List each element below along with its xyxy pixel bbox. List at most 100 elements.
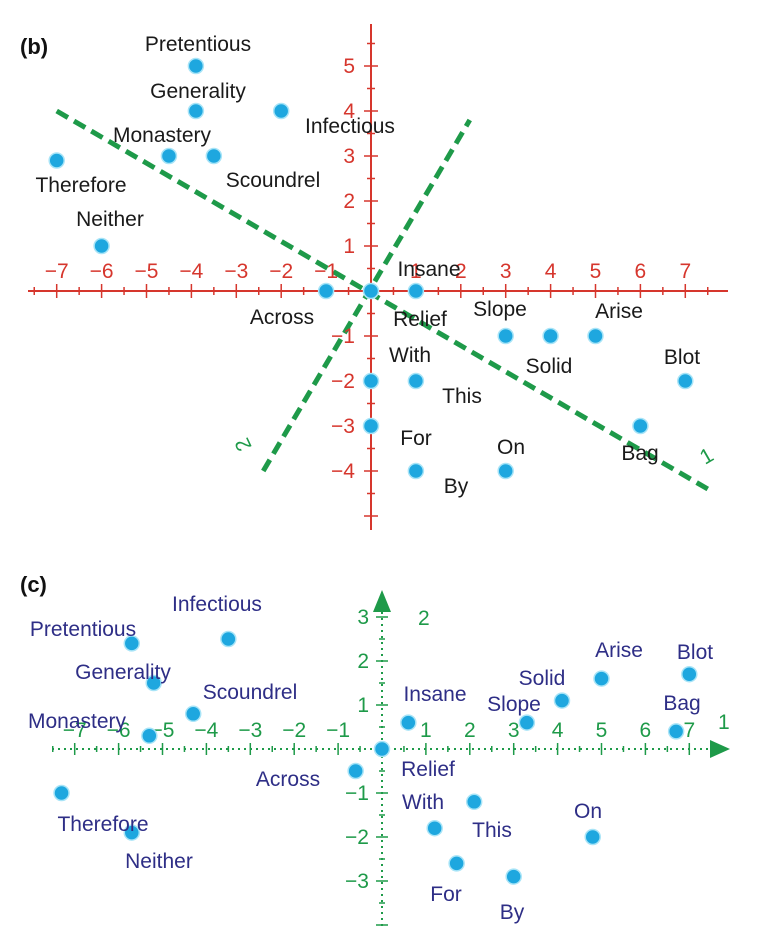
panel-b-point-generality	[187, 102, 205, 120]
panel-b-y-tick-label: 3	[343, 145, 355, 168]
panel-b-label-pretentious: Pretentious	[145, 33, 251, 56]
panel-c-y-tick-label: −3	[345, 870, 369, 893]
panel-c-label-neither: Neither	[125, 850, 193, 873]
panel-b-y-tick-label: 1	[343, 235, 355, 258]
panel-c-point-blot	[681, 665, 698, 683]
panel-b-x-tick-label: 2	[455, 260, 467, 283]
panel-c-label-this: This	[472, 819, 512, 842]
panel-b-point-arise	[587, 327, 604, 345]
panel-c-point-with	[426, 819, 443, 837]
panel-b-point-monastery	[160, 147, 178, 165]
panel-c-point-pretentious	[123, 635, 141, 652]
panel-c-y-arrowhead	[373, 590, 391, 612]
panel-b-point-scoundrel	[205, 147, 223, 165]
panel-b-word-labels: Pretentious Generality Infectious Monastery…	[35, 33, 700, 498]
panel-c-point-scoundrel	[184, 705, 202, 723]
panel-c-word-labels: Pretentious Infectious Generality Scoundrel…	[28, 593, 713, 924]
panel-b-label-therefore: Therefore	[35, 174, 126, 197]
panel-b-point-bag	[632, 417, 649, 435]
panel-b-x-tick-label: −3	[224, 260, 248, 283]
panel-b-point-slope	[497, 327, 514, 345]
panel-c-x-tick-label: 5	[596, 719, 608, 742]
panel-b-y-tick-label: 4	[343, 100, 355, 123]
panel-b-y-tick-label: −3	[331, 415, 355, 438]
panel-b-rotated-axis-1	[55, 108, 710, 492]
panel-c-y-tick-label: 1	[357, 694, 369, 717]
panel-b-label-blot: Blot	[664, 346, 700, 369]
panel-c-x-axis-name: 1	[718, 711, 730, 734]
panel-b-rotated-axis-1-label: 1	[696, 444, 718, 470]
panel-b-y-tick-label: 5	[343, 55, 355, 78]
panel-c-x-tick-label: 3	[508, 719, 520, 742]
panel-b-point-pretentious	[187, 57, 205, 75]
panel-b-y-tick-label: 2	[343, 190, 355, 213]
panel-b-x-tick-label: −7	[45, 260, 69, 283]
panel-c-point-insane	[400, 714, 417, 731]
panel-c-point-this	[465, 793, 483, 811]
panel-b-label-across: Across	[250, 306, 314, 329]
panel-c-point-across	[347, 762, 364, 780]
panel-b-point-therefore	[48, 152, 65, 169]
panel-c-x-tick-label: 1	[420, 719, 432, 742]
panel-b-label-bag: Bag	[621, 442, 658, 465]
panel-b-x-tick-label: −1	[314, 260, 338, 283]
panel-c-label-blot: Blot	[677, 641, 713, 664]
panel-c-x-tick-label: −4	[194, 719, 218, 742]
panel-c-label-infectious: Infectious	[172, 593, 262, 616]
panel-b-x-tick-label: −6	[90, 260, 114, 283]
panel-c-label-with: With	[402, 791, 444, 814]
panel-b-point-blot	[677, 372, 694, 390]
panel-b-label-by: By	[444, 475, 469, 498]
panel-c-label-relief: Relief	[401, 758, 455, 781]
panel-b-point-with	[362, 372, 380, 390]
panel-b-y-tick-label: −2	[331, 370, 355, 393]
panel-c-label: (c)	[20, 572, 47, 597]
panel-c-y-tick-label: 2	[357, 650, 369, 673]
panel-b-point-this	[407, 372, 425, 390]
panel-c-x-tick-label: −1	[326, 719, 350, 742]
panel-b-label-solid: Solid	[526, 355, 573, 378]
panel-b-point-insane	[407, 282, 425, 300]
panel-c-label-generality: Generality	[75, 661, 171, 684]
panel-b-x-tick-label: −2	[269, 260, 293, 283]
panel-c-label-by: By	[500, 901, 525, 924]
panel-b-rotated-axis-2-label: 2	[231, 434, 257, 454]
panel-b-label-neither: Neither	[76, 208, 144, 231]
panel-c-x-tick-label: 4	[552, 719, 564, 742]
panel-c-point-for	[448, 855, 465, 872]
panel-b-label-with: With	[389, 344, 431, 367]
panel-b-point-on	[497, 462, 514, 480]
panel-c-y-tick-label: −1	[345, 782, 369, 805]
panel-c-point-neither	[123, 824, 141, 841]
panel-c-y-tick-label: 3	[357, 606, 369, 629]
panel-c-point-relief	[373, 740, 391, 758]
panel-c-label-solid: Solid	[519, 667, 566, 690]
panel-c-label-slope: Slope	[487, 693, 541, 716]
panel-b-points	[48, 57, 694, 480]
panel-c-point-generality	[145, 674, 162, 692]
panel-b-label: (b)	[20, 34, 48, 59]
panel-b-x-tick-label: −4	[179, 260, 203, 283]
panel-b-label-relief: Relief	[393, 308, 447, 331]
panel-c-x-tick-label: −7	[63, 719, 87, 742]
panel-b-label-infectious: Infectious	[305, 115, 395, 138]
panel-b-point-infectious	[272, 102, 290, 120]
panel-b-y-tick-label: −4	[331, 460, 355, 483]
panel-b-x-tick-label: 3	[500, 260, 512, 283]
panel-c-label-therefore: Therefore	[57, 813, 148, 836]
panel-c-x-tick-label: 6	[640, 719, 652, 742]
panel-b-point-by	[407, 462, 425, 480]
panel-b: (b) 12 −7 −6 −5 −4 −3 −2 −1 1 2 3 4 5 6 7−4−3−2−11234…	[20, 24, 728, 530]
panel-b-point-relief	[362, 282, 380, 300]
panel-c-x-arrowhead	[710, 740, 730, 758]
panel-b-y-tick-label: −1	[331, 325, 355, 348]
panel-c-label-for: For	[430, 883, 462, 906]
panel-c-label-pretentious: Pretentious	[30, 618, 136, 641]
panel-b-label-slope: Slope	[473, 298, 527, 321]
panel-c-point-solid	[553, 692, 571, 709]
panel-c-point-monastery	[141, 727, 158, 745]
panel-c-y-axis-name: 2	[418, 607, 430, 630]
